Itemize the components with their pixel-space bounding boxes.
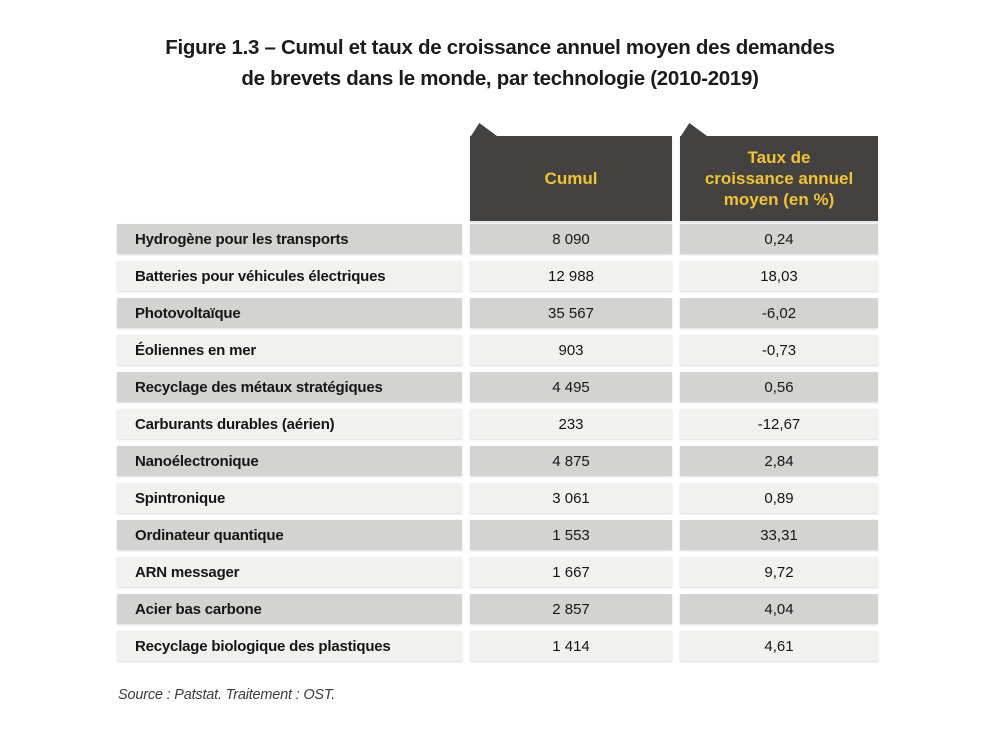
row-cumul-value: 2 857 <box>470 594 672 624</box>
header-pennant-icon <box>471 123 497 136</box>
table-row: Spintronique 3 061 0,89 <box>117 483 878 513</box>
row-cumul-value: 3 061 <box>470 483 672 513</box>
row-taux-value: 4,61 <box>680 631 878 661</box>
row-label: Nanoélectronique <box>117 446 462 476</box>
row-cumul-value: 1 667 <box>470 557 672 587</box>
row-label: Hydrogène pour les transports <box>117 224 462 254</box>
table-row: Éoliennes en mer 903 -0,73 <box>117 335 878 365</box>
table-row: Carburants durables (aérien) 233 -12,67 <box>117 409 878 439</box>
row-cumul-value: 903 <box>470 335 672 365</box>
row-label: ARN messager <box>117 557 462 587</box>
row-taux-value: 0,56 <box>680 372 878 402</box>
source-note: Source : Patstat. Traitement : OST. <box>118 687 336 703</box>
row-label: Éoliennes en mer <box>117 335 462 365</box>
row-taux-value: 0,24 <box>680 224 878 254</box>
header-pennant-icon <box>681 123 707 136</box>
row-label: Spintronique <box>117 483 462 513</box>
header-spacer <box>117 136 462 221</box>
column-header-taux-label: Taux de croissance annuel moyen (en %) <box>704 148 854 209</box>
column-header-cumul: Cumul <box>470 123 672 221</box>
table-row: Batteries pour véhicules électriques 12 9… <box>117 261 878 291</box>
row-taux-value: 18,03 <box>680 261 878 291</box>
row-taux-value: 33,31 <box>680 520 878 550</box>
row-label: Photovoltaïque <box>117 298 462 328</box>
row-taux-value: -12,67 <box>680 409 878 439</box>
table-row: Nanoélectronique 4 875 2,84 <box>117 446 878 476</box>
row-cumul-value: 1 414 <box>470 631 672 661</box>
row-taux-value: 0,89 <box>680 483 878 513</box>
row-taux-value: -0,73 <box>680 335 878 365</box>
table-header-row: Cumul Taux de croissance annuel moyen (e… <box>117 123 878 221</box>
row-taux-value: 2,84 <box>680 446 878 476</box>
data-table: Cumul Taux de croissance annuel moyen (e… <box>117 123 878 668</box>
row-cumul-value: 12 988 <box>470 261 672 291</box>
table-row: Recyclage des métaux stratégiques 4 495 0,… <box>117 372 878 402</box>
row-cumul-value: 4 875 <box>470 446 672 476</box>
row-taux-value: 4,04 <box>680 594 878 624</box>
row-cumul-value: 233 <box>470 409 672 439</box>
table-row: Ordinateur quantique 1 553 33,31 <box>117 520 878 550</box>
table-row: ARN messager 1 667 9,72 <box>117 557 878 587</box>
row-cumul-value: 4 495 <box>470 372 672 402</box>
table-row: Acier bas carbone 2 857 4,04 <box>117 594 878 624</box>
column-header-taux: Taux de croissance annuel moyen (en %) <box>680 123 878 221</box>
row-label: Recyclage des métaux stratégiques <box>117 372 462 402</box>
row-label: Acier bas carbone <box>117 594 462 624</box>
row-label: Recyclage biologique des plastiques <box>117 631 462 661</box>
row-cumul-value: 1 553 <box>470 520 672 550</box>
row-taux-value: -6,02 <box>680 298 878 328</box>
row-label: Ordinateur quantique <box>117 520 462 550</box>
table-body: Hydrogène pour les transports 8 090 0,24 Ba… <box>117 224 878 661</box>
column-header-cumul-label: Cumul <box>544 169 598 188</box>
table-row: Photovoltaïque 35 567 -6,02 <box>117 298 878 328</box>
row-cumul-value: 8 090 <box>470 224 672 254</box>
row-taux-value: 9,72 <box>680 557 878 587</box>
row-label: Batteries pour véhicules électriques <box>117 261 462 291</box>
row-cumul-value: 35 567 <box>470 298 672 328</box>
table-row: Recyclage biologique des plastiques 1 414… <box>117 631 878 661</box>
row-label: Carburants durables (aérien) <box>117 409 462 439</box>
figure-title: Figure 1.3 – Cumul et taux de croissance… <box>165 36 835 90</box>
table-row: Hydrogène pour les transports 8 090 0,24 <box>117 224 878 254</box>
